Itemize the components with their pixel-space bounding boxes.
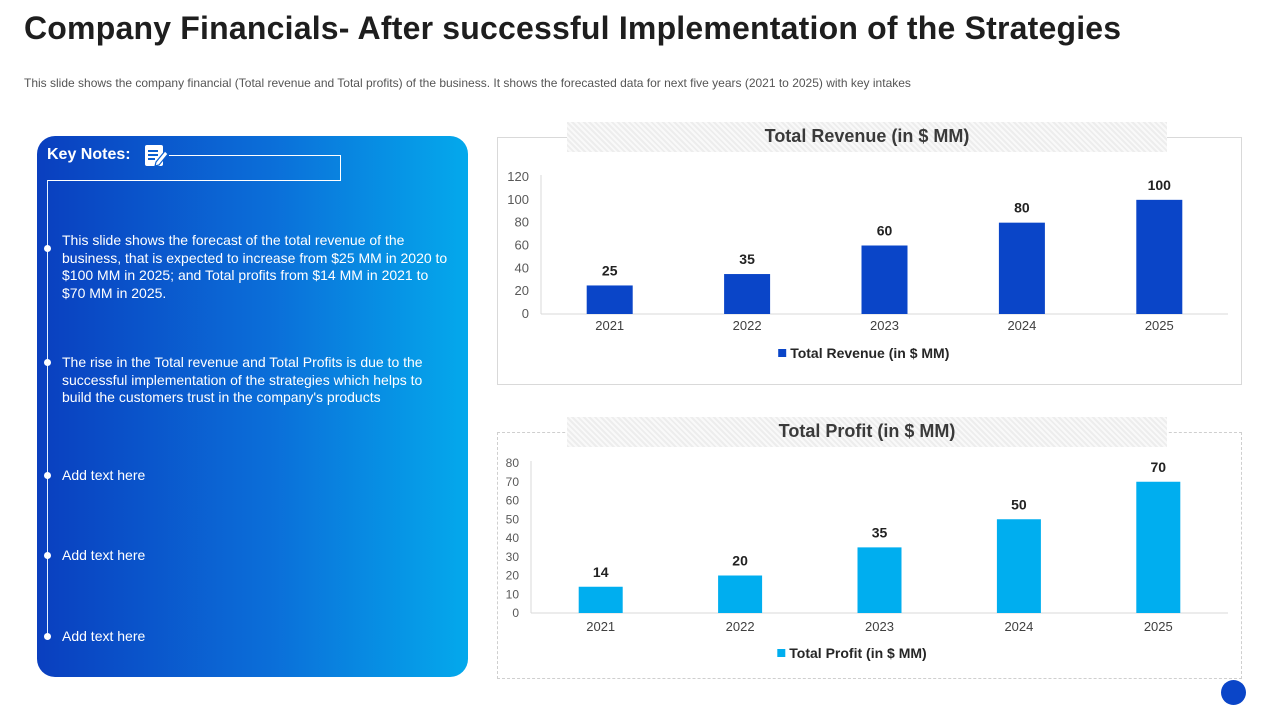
y-tick-label: 40	[515, 260, 529, 275]
data-label: 25	[602, 262, 618, 278]
data-label: 35	[872, 524, 888, 540]
revenue-bar-2023	[861, 245, 908, 314]
data-label: 70	[1151, 459, 1167, 475]
data-label: 80	[1014, 200, 1030, 216]
profit-bar-2022	[718, 575, 763, 613]
legend-label: Total Profit (in $ MM)	[789, 645, 926, 661]
revenue-chart-card: 0 20 40 60 80 100 120 25 2021 35 2022 60 2023 80 2024 1…	[497, 137, 1242, 385]
legend-swatch	[777, 649, 786, 657]
legend-label: Total Revenue (in $ MM)	[790, 345, 949, 361]
page-marker-dot	[1221, 680, 1246, 705]
timeline-dot	[44, 245, 51, 252]
y-tick-label: 0	[522, 306, 529, 321]
x-tick-label: 2021	[586, 619, 615, 634]
legend-swatch	[778, 349, 787, 357]
y-tick-label: 70	[506, 475, 520, 489]
profit-chart: 0 10 20 30 40 50 60 70 80 14 2021 20 2022 35 2023 50 202…	[506, 456, 1228, 661]
x-tick-label: 2023	[865, 619, 894, 634]
y-tick-label: 50	[506, 512, 520, 526]
heading-connector-top	[169, 155, 341, 156]
y-tick-label: 60	[515, 238, 529, 253]
profit-bar-2023	[857, 547, 902, 613]
revenue-bar-2024	[998, 222, 1045, 314]
y-tick-label: 0	[512, 606, 519, 620]
note-item-5[interactable]: Add text here	[62, 628, 146, 644]
note-item-2: The rise in the Total revenue and Total …	[62, 354, 423, 405]
data-label: 50	[1011, 496, 1027, 512]
revenue-chart-title: Total Revenue (in $ MM)	[764, 126, 970, 146]
revenue-bar-2022	[724, 274, 771, 314]
data-label: 35	[739, 251, 755, 267]
profit-bar-2024	[996, 519, 1041, 613]
x-tick-label: 2025	[1145, 318, 1174, 333]
page-title: Company Financials- After successful Imp…	[24, 10, 1122, 46]
notes-timeline	[47, 180, 48, 636]
x-tick-label: 2021	[595, 318, 624, 333]
profit-bar-2021	[578, 586, 623, 613]
revenue-bar-2021	[586, 285, 633, 314]
y-tick-label: 100	[507, 192, 529, 207]
profit-chart-card: 0 10 20 30 40 50 60 70 80 14 2021 20 2022 35 2023 50 202…	[497, 432, 1242, 679]
page-subtitle: This slide shows the company financial (…	[24, 76, 911, 90]
heading-connector-bottom	[47, 180, 340, 181]
x-tick-label: 2022	[733, 318, 762, 333]
y-tick-label: 120	[507, 169, 529, 184]
x-tick-label: 2024	[1004, 619, 1033, 634]
y-tick-label: 60	[506, 494, 520, 508]
profit-bar-2025	[1136, 481, 1181, 613]
note-item-3[interactable]: Add text here	[62, 467, 146, 483]
x-tick-label: 2023	[870, 318, 899, 333]
revenue-chart-title-band: Total Revenue (in $ MM)	[567, 122, 1167, 152]
y-tick-label: 20	[506, 569, 520, 583]
x-tick-label: 2024	[1007, 318, 1036, 333]
y-tick-label: 20	[515, 283, 529, 298]
timeline-dot	[44, 633, 51, 640]
timeline-dot	[44, 359, 51, 366]
data-label: 60	[877, 223, 893, 239]
profit-chart-title-band: Total Profit (in $ MM)	[567, 417, 1167, 447]
data-label: 20	[732, 553, 748, 569]
notepad-pencil-icon	[143, 142, 169, 168]
data-label: 14	[593, 564, 609, 580]
y-tick-label: 30	[506, 550, 520, 564]
revenue-chart: 0 20 40 60 80 100 120 25 2021 35 2022 60 2023 80 2024 1…	[507, 169, 1228, 361]
heading-connector-right	[340, 155, 341, 181]
timeline-dot	[44, 552, 51, 559]
x-tick-label: 2022	[726, 619, 755, 634]
note-item-1: This slide shows the forecast of the tot…	[62, 232, 448, 301]
revenue-bar-2025	[1136, 199, 1183, 314]
data-label: 100	[1148, 177, 1172, 193]
key-notes-panel: Key Notes: This slide shows the forecast…	[37, 136, 468, 677]
profit-chart-title: Total Profit (in $ MM)	[778, 421, 956, 441]
y-tick-label: 80	[506, 456, 520, 470]
y-tick-label: 80	[515, 215, 529, 230]
key-notes-heading: Key Notes:	[47, 146, 131, 163]
x-tick-label: 2025	[1144, 619, 1173, 634]
note-item-4[interactable]: Add text here	[62, 547, 146, 563]
y-tick-label: 40	[506, 531, 520, 545]
timeline-dot	[44, 472, 51, 479]
y-tick-label: 10	[506, 587, 520, 601]
